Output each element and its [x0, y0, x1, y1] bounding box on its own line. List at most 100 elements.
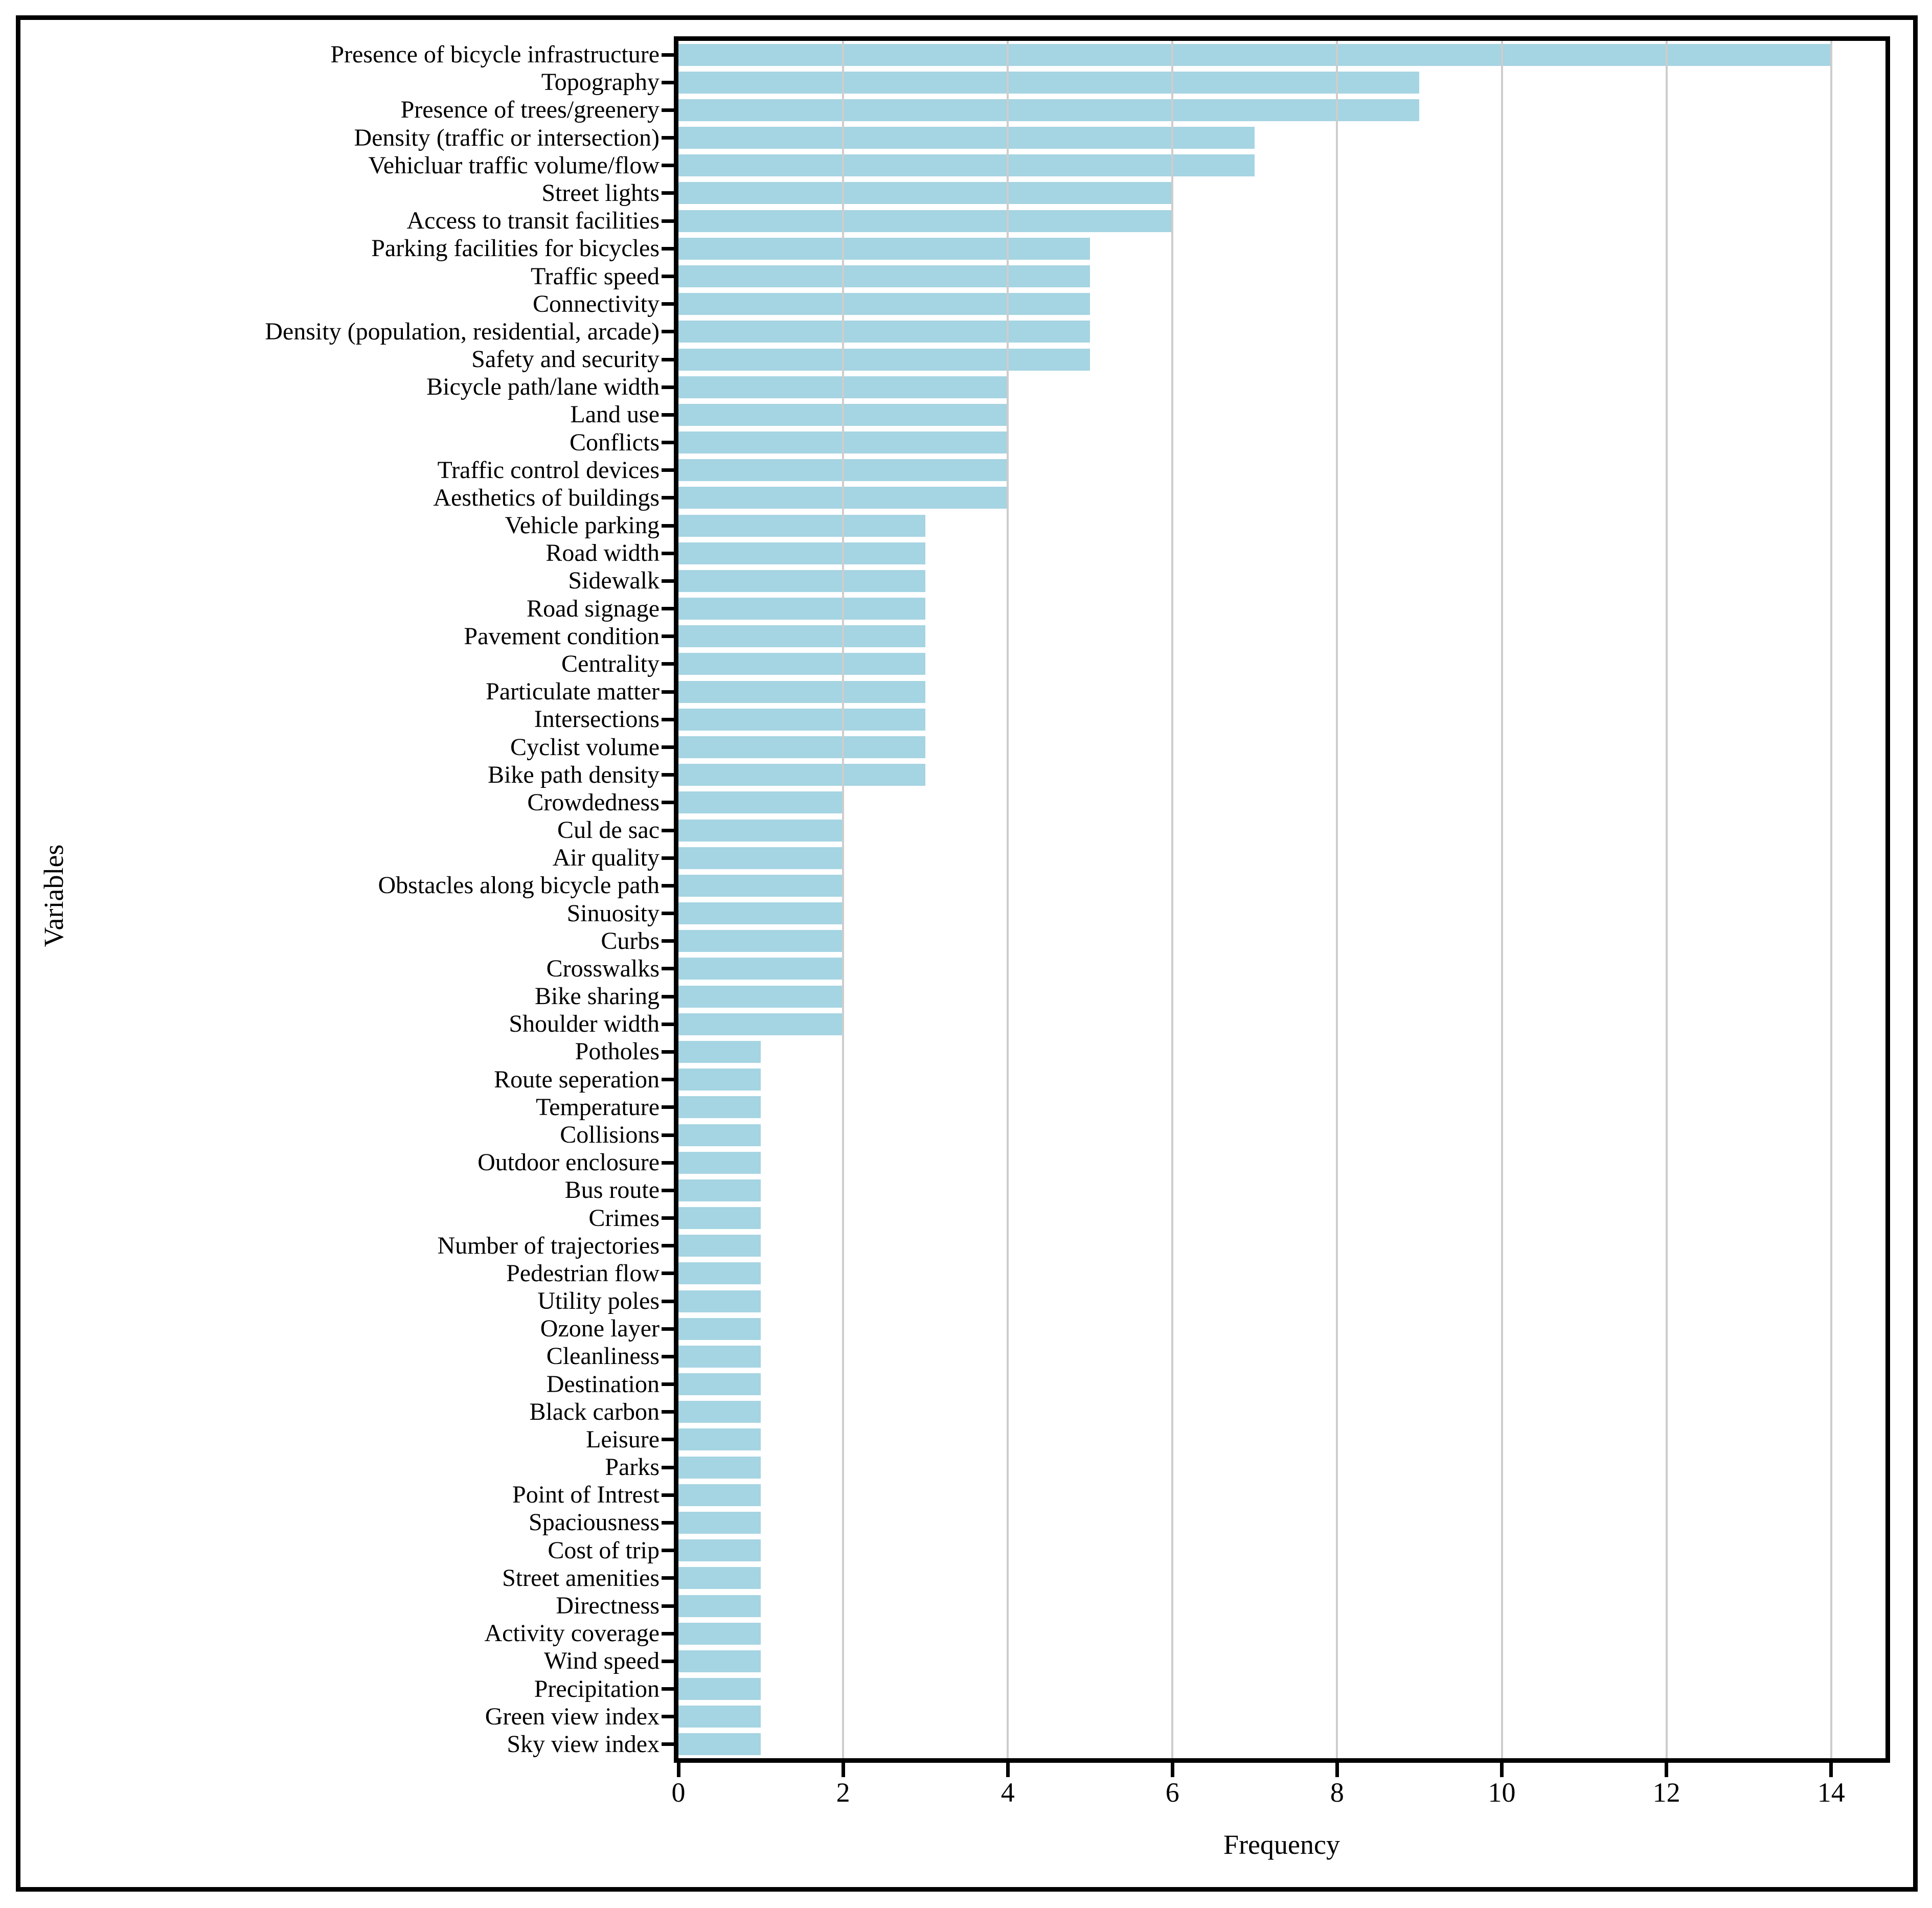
gridline	[1830, 41, 1832, 1758]
y-tick-label: Point of Intrest	[512, 1481, 660, 1509]
bar	[678, 1096, 761, 1119]
x-axis-tick	[841, 1763, 845, 1777]
y-tick-label: Spaciousness	[529, 1509, 660, 1536]
bar	[678, 985, 844, 1008]
y-axis-tick	[662, 441, 675, 445]
y-tick-label: Sky view index	[507, 1730, 660, 1758]
gridline	[1171, 41, 1174, 1758]
bar	[678, 127, 1255, 149]
bar	[678, 791, 844, 814]
y-axis-tick	[662, 1659, 675, 1663]
y-axis-tick-labels: Presence of bicycle infrastructure Topogr…	[0, 41, 660, 1758]
y-axis-tick	[662, 1493, 675, 1497]
y-tick-label: Density (traffic or intersection)	[354, 124, 660, 151]
y-axis-tick	[662, 1327, 675, 1331]
y-axis-tick	[662, 1382, 675, 1387]
y-tick-label: Sinuosity	[566, 899, 660, 927]
x-tick-label: 14	[1817, 1777, 1845, 1808]
y-axis-tick	[662, 413, 675, 417]
y-tick-label: Aesthetics of buildings	[433, 484, 660, 511]
y-tick-label: Collisions	[560, 1121, 660, 1148]
y-tick-label: Road width	[545, 539, 660, 567]
y-tick-label: Presence of bicycle infrastructure	[330, 41, 660, 69]
y-axis-tick	[662, 136, 675, 140]
gridline	[1336, 41, 1338, 1758]
y-tick-label: Potholes	[575, 1038, 660, 1065]
y-axis-tick	[662, 939, 675, 943]
bar	[678, 514, 926, 537]
bar	[678, 570, 926, 592]
bar	[678, 99, 1420, 121]
bar	[678, 293, 1090, 315]
x-tick-label: 0	[671, 1777, 686, 1808]
y-tick-label: Outdoor enclosure	[478, 1149, 660, 1176]
y-tick-label: Black carbon	[529, 1398, 660, 1425]
y-tick-label: Density (population, residential, arcade…	[265, 317, 660, 345]
bar	[678, 1069, 761, 1091]
bar	[678, 1373, 761, 1396]
bar	[678, 1595, 761, 1617]
y-axis-tick	[662, 496, 675, 500]
y-axis-tick	[662, 967, 675, 971]
bar	[678, 1235, 761, 1257]
bar	[678, 1401, 761, 1423]
gridline	[1007, 41, 1009, 1758]
y-tick-label: Parking facilities for bicycles	[371, 235, 660, 262]
y-tick-label: Cul de sac	[557, 816, 660, 844]
y-axis-tick	[662, 524, 675, 528]
y-tick-label: Parks	[605, 1453, 660, 1481]
y-axis-tick	[662, 191, 675, 195]
y-tick-label: Number of trajectories	[437, 1232, 660, 1259]
x-tick-label: 12	[1652, 1777, 1680, 1808]
bar	[678, 1179, 761, 1201]
y-tick-label: Bicycle path/lane width	[426, 373, 660, 401]
y-axis-tick	[662, 1520, 675, 1525]
y-tick-label: Road signage	[527, 595, 660, 622]
y-axis-tick	[662, 1354, 675, 1358]
y-axis-tick	[662, 1299, 675, 1303]
x-axis-tick	[1006, 1763, 1010, 1777]
y-axis-tick	[662, 773, 675, 777]
y-tick-label: Pavement condition	[464, 622, 660, 650]
y-axis-tick	[662, 219, 675, 223]
bar	[678, 321, 1090, 343]
y-tick-label: Cyclist volume	[510, 733, 660, 761]
bar	[678, 819, 844, 842]
bar	[678, 1151, 761, 1174]
bar	[678, 1345, 761, 1368]
y-axis-tick	[662, 1050, 675, 1054]
x-tick-label: 6	[1165, 1777, 1179, 1808]
bar	[678, 1318, 761, 1340]
y-tick-label: Leisure	[586, 1425, 660, 1453]
bar	[678, 1733, 761, 1756]
y-tick-label: Temperature	[536, 1093, 660, 1121]
y-tick-label: Directness	[556, 1592, 660, 1620]
y-tick-label: Obstacles along bicycle path	[378, 872, 660, 899]
y-tick-label: Curbs	[601, 927, 660, 955]
y-axis-tick	[662, 1604, 675, 1608]
y-axis-tick	[662, 357, 675, 361]
plot-area	[662, 41, 1885, 1777]
y-tick-label: Street amenities	[502, 1564, 660, 1592]
y-axis-tick	[662, 717, 675, 721]
y-axis-tick	[662, 856, 675, 860]
x-axis-tick	[1170, 1763, 1174, 1777]
y-tick-label: Particulate matter	[486, 678, 660, 706]
bar	[678, 1706, 761, 1728]
y-tick-label: Route seperation	[494, 1065, 660, 1093]
bar	[678, 1428, 761, 1451]
y-axis-tick	[662, 1188, 675, 1192]
bar	[678, 598, 926, 620]
bar	[678, 1650, 761, 1672]
bar	[678, 1013, 844, 1035]
y-tick-label: Activity coverage	[484, 1620, 660, 1647]
bar	[678, 1124, 761, 1146]
x-tick-label: 8	[1330, 1777, 1344, 1808]
y-axis-tick	[662, 80, 675, 84]
x-axis-tick	[1829, 1763, 1833, 1777]
bar	[678, 1511, 761, 1534]
y-tick-label: Bike path density	[488, 761, 660, 788]
y-axis-tick	[662, 1105, 675, 1109]
y-tick-label: Destination	[546, 1370, 660, 1398]
